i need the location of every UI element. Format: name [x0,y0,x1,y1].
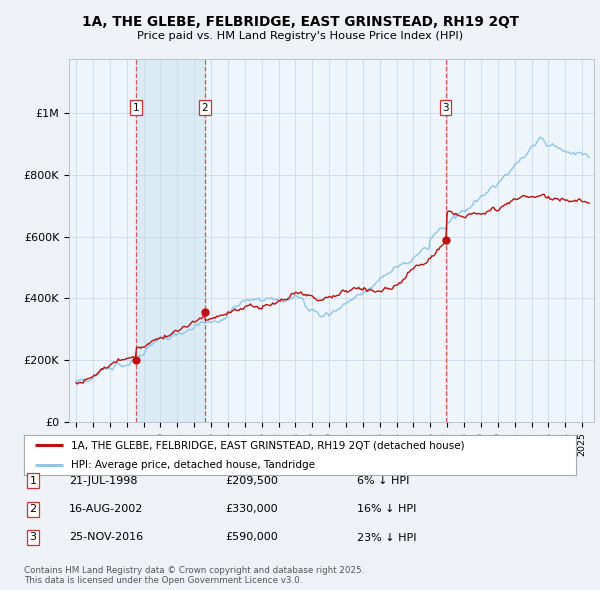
Text: £590,000: £590,000 [225,533,278,542]
Text: 1: 1 [29,476,37,486]
Text: 2: 2 [29,504,37,514]
Text: HPI: Average price, detached house, Tandridge: HPI: Average price, detached house, Tand… [71,460,315,470]
Text: 16% ↓ HPI: 16% ↓ HPI [357,504,416,514]
Text: Contains HM Land Registry data © Crown copyright and database right 2025.
This d: Contains HM Land Registry data © Crown c… [24,566,364,585]
Text: 2: 2 [202,103,208,113]
Text: 25-NOV-2016: 25-NOV-2016 [69,533,143,542]
Text: 1A, THE GLEBE, FELBRIDGE, EAST GRINSTEAD, RH19 2QT: 1A, THE GLEBE, FELBRIDGE, EAST GRINSTEAD… [82,15,518,29]
Text: 3: 3 [29,533,37,542]
Text: 21-JUL-1998: 21-JUL-1998 [69,476,137,486]
Text: £330,000: £330,000 [225,504,278,514]
Text: 16-AUG-2002: 16-AUG-2002 [69,504,143,514]
Text: 6% ↓ HPI: 6% ↓ HPI [357,476,409,486]
Text: Price paid vs. HM Land Registry's House Price Index (HPI): Price paid vs. HM Land Registry's House … [137,31,463,41]
Text: 23% ↓ HPI: 23% ↓ HPI [357,533,416,542]
Text: 3: 3 [442,103,449,113]
Text: £209,500: £209,500 [225,476,278,486]
Text: 1: 1 [133,103,139,113]
Text: 1A, THE GLEBE, FELBRIDGE, EAST GRINSTEAD, RH19 2QT (detached house): 1A, THE GLEBE, FELBRIDGE, EAST GRINSTEAD… [71,440,464,450]
Bar [136,59,205,422]
